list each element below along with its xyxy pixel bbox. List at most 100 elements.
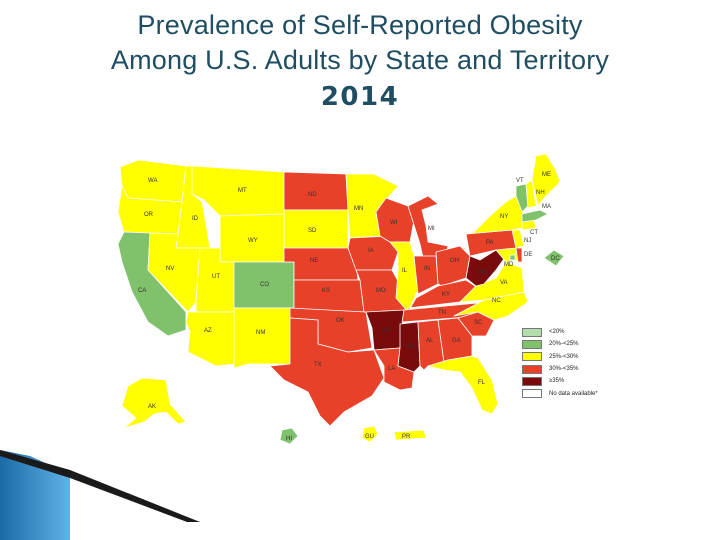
label-VA: VA xyxy=(500,280,508,286)
label-NH: NH xyxy=(536,190,545,196)
state-AK xyxy=(121,377,187,429)
label-TX: TX xyxy=(314,362,322,368)
label-CA: CA xyxy=(138,288,146,294)
label-MS: MS xyxy=(406,344,415,350)
legend-swatch xyxy=(522,327,542,337)
label-KS: KS xyxy=(322,288,330,294)
label-HI: HI xyxy=(286,436,292,442)
state-FL xyxy=(427,355,499,415)
label-NM: NM xyxy=(256,330,265,336)
label-TN: TN xyxy=(438,310,446,316)
slide-corner-decoration xyxy=(0,450,720,540)
state-VT xyxy=(515,183,529,213)
label-SC: SC xyxy=(474,320,483,326)
state-NJ xyxy=(511,229,525,249)
legend-label: No data available* xyxy=(549,390,598,397)
state-PR xyxy=(393,429,427,441)
label-IL: IL xyxy=(402,268,408,274)
label-GA: GA xyxy=(452,338,461,344)
state-NM xyxy=(233,307,295,369)
label-CT: CT xyxy=(530,230,538,236)
map-legend: <20% 20%-<25% 25%-<30% 30%-<35% ≥35% No … xyxy=(522,326,624,400)
us-obesity-map: WA OR CA ID NV MT WY UT AZ CO NM ND SD N… xyxy=(117,153,565,445)
title-line-1: Prevalence of Self-Reported Obesity xyxy=(137,10,583,40)
state-DE xyxy=(515,247,523,263)
label-WI: WI xyxy=(390,220,398,226)
legend-label: 20%-<25% xyxy=(549,341,579,348)
legend-swatch xyxy=(522,339,542,349)
state-KS xyxy=(293,279,365,313)
label-ID: ID xyxy=(192,216,199,222)
label-MI: MI xyxy=(428,226,435,232)
label-OK: OK xyxy=(336,318,345,324)
label-DC: DC xyxy=(551,256,560,262)
label-WV: WV xyxy=(478,270,488,276)
label-NC: NC xyxy=(492,298,501,304)
label-PA: PA xyxy=(486,240,494,246)
legend-swatch xyxy=(522,389,542,399)
state-SC xyxy=(457,311,495,337)
legend-item: ≥35% xyxy=(522,375,624,387)
legend-label: 25%-<30% xyxy=(549,353,579,360)
label-AR: AR xyxy=(382,328,391,334)
label-WA: WA xyxy=(148,178,157,184)
legend-swatch xyxy=(522,364,542,374)
legend-item: No data available* xyxy=(522,387,624,399)
title-line-2: Among U.S. Adults by State and Territory xyxy=(110,45,610,75)
deco-dark-stripe xyxy=(0,450,245,540)
state-NH xyxy=(525,179,537,209)
label-AK: AK xyxy=(148,404,156,410)
label-KY: KY xyxy=(442,292,450,298)
label-NV: NV xyxy=(166,266,174,272)
label-LA: LA xyxy=(388,366,395,372)
label-IN: IN xyxy=(424,266,430,272)
state-KY xyxy=(407,279,479,313)
state-WI xyxy=(375,197,415,243)
legend-label: ≥35% xyxy=(549,378,565,385)
label-IA: IA xyxy=(368,248,374,254)
label-DE: DE xyxy=(524,252,532,258)
legend-item: 20%-<25% xyxy=(522,338,624,350)
label-ND: ND xyxy=(308,192,317,198)
legend-label: 30%-<35% xyxy=(549,366,579,373)
legend-item: 25%-<30% xyxy=(522,351,624,363)
state-HI xyxy=(279,427,299,445)
state-TX xyxy=(269,317,385,427)
label-FL: FL xyxy=(478,380,486,386)
legend-item: 30%-<35% xyxy=(522,363,624,375)
label-MA: MA xyxy=(542,204,551,210)
label-CO: CO xyxy=(260,282,269,288)
state-DC-callout xyxy=(543,249,565,267)
state-DC xyxy=(509,254,516,261)
label-NE: NE xyxy=(310,258,318,264)
label-VT: VT xyxy=(516,178,524,184)
map-title: Prevalence of Self-Reported Obesity Amon… xyxy=(0,8,720,115)
legend-swatch xyxy=(522,376,542,386)
legend-swatch xyxy=(522,352,542,362)
state-ME xyxy=(531,153,561,207)
label-UT: UT xyxy=(212,274,220,280)
legend-label: <20% xyxy=(549,329,565,336)
label-OH: OH xyxy=(450,258,459,264)
label-NJ: NJ xyxy=(524,238,531,244)
label-MO: MO xyxy=(376,288,386,294)
label-AZ: AZ xyxy=(204,328,212,334)
deco-bottom-band xyxy=(70,522,720,540)
state-NY xyxy=(465,195,525,235)
label-MT: MT xyxy=(238,188,247,194)
label-GU: GU xyxy=(365,434,374,440)
state-ND xyxy=(283,171,349,211)
state-GU xyxy=(361,425,379,443)
state-AZ xyxy=(185,311,235,367)
label-AL: AL xyxy=(426,338,434,344)
state-MA xyxy=(521,209,549,223)
label-NY: NY xyxy=(500,214,508,220)
label-ME: ME xyxy=(542,172,551,178)
state-NE xyxy=(283,247,359,281)
label-MD: MD xyxy=(504,262,514,268)
label-SD: SD xyxy=(308,228,317,234)
title-year: 2014 xyxy=(320,82,400,112)
label-MN: MN xyxy=(354,206,363,212)
label-OR: OR xyxy=(144,212,154,218)
label-PR: PR xyxy=(402,434,411,440)
